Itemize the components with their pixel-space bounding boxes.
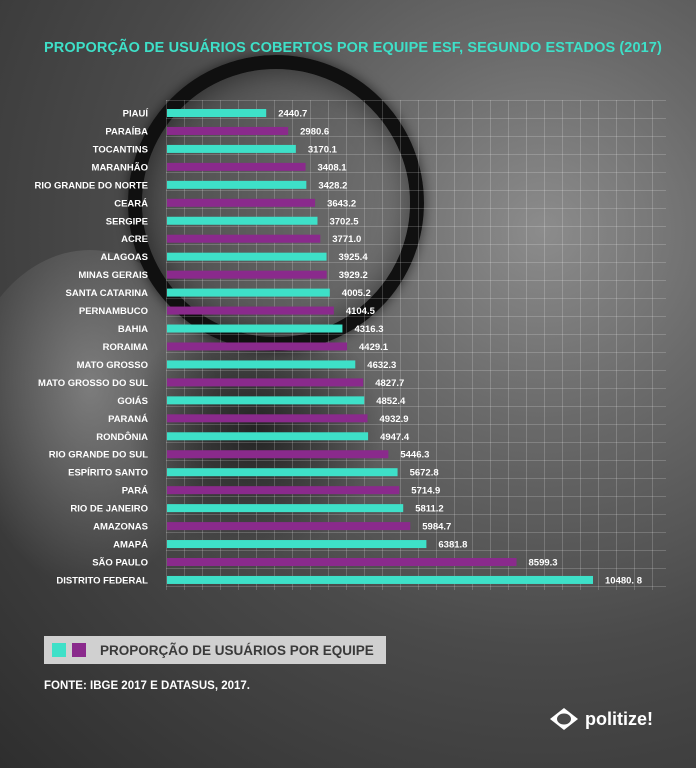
bar-acre [167,234,321,243]
bar-rio-grande-do-norte [167,180,307,189]
politize-logo-icon [550,708,578,730]
bar-sao-paulo [167,558,517,566]
category-label-bahia: BAHIA [118,324,148,335]
value-label-alagoas: 3925.4 [339,252,369,263]
value-label-rio-de-janeiro: 5811.2 [415,504,444,515]
bar-paraiba [167,126,289,135]
bar-amazonas [167,522,411,531]
value-label-amapa: 6381.8 [438,540,467,551]
bar-chart: PIAUÍ 2440.7 PARAÍBA 2980.6 TOCANTINS 3170.1 M… [35,109,642,587]
value-label-minas-gerais: 3929.2 [339,270,368,281]
value-label-maranhao: 3408.1 [318,162,348,173]
value-label-roraima: 4429.1 [359,342,389,353]
category-label-rondonia: RONDÔNIA [96,431,148,443]
category-label-roraima: RORAIMA [103,342,149,353]
value-label-para: 5714.9 [411,486,440,497]
bar-alagoas [167,252,327,261]
value-label-espirito-santo: 5672.8 [410,468,439,479]
category-label-paraiba: PARAÍBA [105,126,148,137]
bar-rio-grande-do-sul [167,450,389,459]
bar-rondonia [167,432,369,441]
category-label-para: PARÁ [122,486,148,497]
category-label-parana: PARANÁ [108,414,148,425]
value-label-amazonas: 5984.7 [422,522,451,533]
legend-label: PROPORÇÃO DE USUÁRIOS POR EQUIPE [100,642,374,658]
value-label-piaui: 2440.7 [278,109,307,120]
value-label-santa-catarina: 4005.2 [342,288,371,299]
category-label-santa-catarina: SANTA CATARINA [66,288,149,299]
value-label-rio-grande-do-sul: 5446.3 [400,450,429,461]
bar-maranhao [167,162,306,171]
value-label-acre: 3771.0 [332,234,361,245]
category-label-minas-gerais: MINAS GERAIS [78,270,148,281]
value-label-pernambuco: 4104.5 [346,306,376,317]
category-label-rio-de-janeiro: RIO DE JANEIRO [70,504,148,515]
value-label-mato-grosso-do-sul: 4827.7 [375,378,404,389]
legend-swatch-purple [72,643,86,657]
bar-espirito-santo [167,468,398,477]
category-label-alagoas: ALAGOAS [101,252,149,263]
bar-para [167,486,400,495]
category-label-goias: GOIÁS [117,396,148,407]
category-label-rio-grande-do-sul: RIO GRANDE DO SUL [49,450,148,461]
category-label-acre: ACRE [121,234,148,245]
bar-distrito-federal [167,575,593,584]
value-label-rondonia: 4947.4 [380,432,410,443]
value-label-goias: 4852.4 [376,396,406,407]
source-note: FONTE: IBGE 2017 E DATASUS, 2017. [44,680,250,692]
category-label-ceara: CEARÁ [114,198,148,209]
value-label-bahia: 4316.3 [354,324,383,335]
bar-ceara [167,198,316,207]
category-label-espirito-santo: ESPÍRITO SANTO [68,468,148,479]
value-label-sao-paulo: 8599.3 [529,558,558,569]
category-label-piaui: PIAUÍ [123,109,149,120]
value-label-rio-grande-do-norte: 3428.2 [318,180,347,191]
bar-tocantins [167,144,296,153]
category-label-distrito-federal: DISTRITO FEDERAL [56,575,148,586]
value-label-sergipe: 3702.5 [329,216,359,227]
value-label-tocantins: 3170.1 [308,144,338,155]
value-label-distrito-federal: 10480. 8 [605,575,642,586]
category-label-amazonas: AMAZONAS [93,522,148,533]
bar-bahia [167,324,343,333]
bar-parana [167,414,368,423]
value-label-ceara: 3643.2 [327,198,356,209]
bar-mato-grosso [167,360,356,369]
category-label-amapa: AMAPÁ [113,540,148,551]
category-label-tocantins: TOCANTINS [93,144,148,155]
bar-roraima [167,342,348,351]
category-label-maranhao: MARANHÃO [92,162,148,173]
legend: PROPORÇÃO DE USUÁRIOS POR EQUIPE [44,636,386,664]
category-label-pernambuco: PERNAMBUCO [79,306,148,317]
brand-name: politize! [585,708,653,729]
bar-minas-gerais [167,270,327,279]
value-label-paraiba: 2980.6 [300,126,329,137]
chart-title: PROPORÇÃO DE USUÁRIOS COBERTOS POR EQUIP… [44,40,662,56]
category-label-sao-paulo: SÃO PAULO [92,558,148,569]
category-label-sergipe: SERGIPE [106,216,148,227]
brand: politize! [549,707,653,731]
legend-swatch-teal [52,643,66,657]
bar-santa-catarina [167,288,330,297]
category-label-rio-grande-do-norte: RIO GRANDE DO NORTE [35,180,148,191]
bar-mato-grosso-do-sul [167,378,364,387]
bar-rio-de-janeiro [167,504,404,513]
bar-piaui [167,109,267,117]
bar-goias [167,396,365,405]
category-label-mato-grosso-do-sul: MATO GROSSO DO SUL [38,378,148,389]
value-label-parana: 4932.9 [380,414,409,425]
category-label-mato-grosso: MATO GROSSO [77,360,148,371]
bar-sergipe [167,216,318,225]
bar-amapa [167,540,427,549]
bar-pernambuco [167,306,334,315]
value-label-mato-grosso: 4632.3 [367,360,396,371]
